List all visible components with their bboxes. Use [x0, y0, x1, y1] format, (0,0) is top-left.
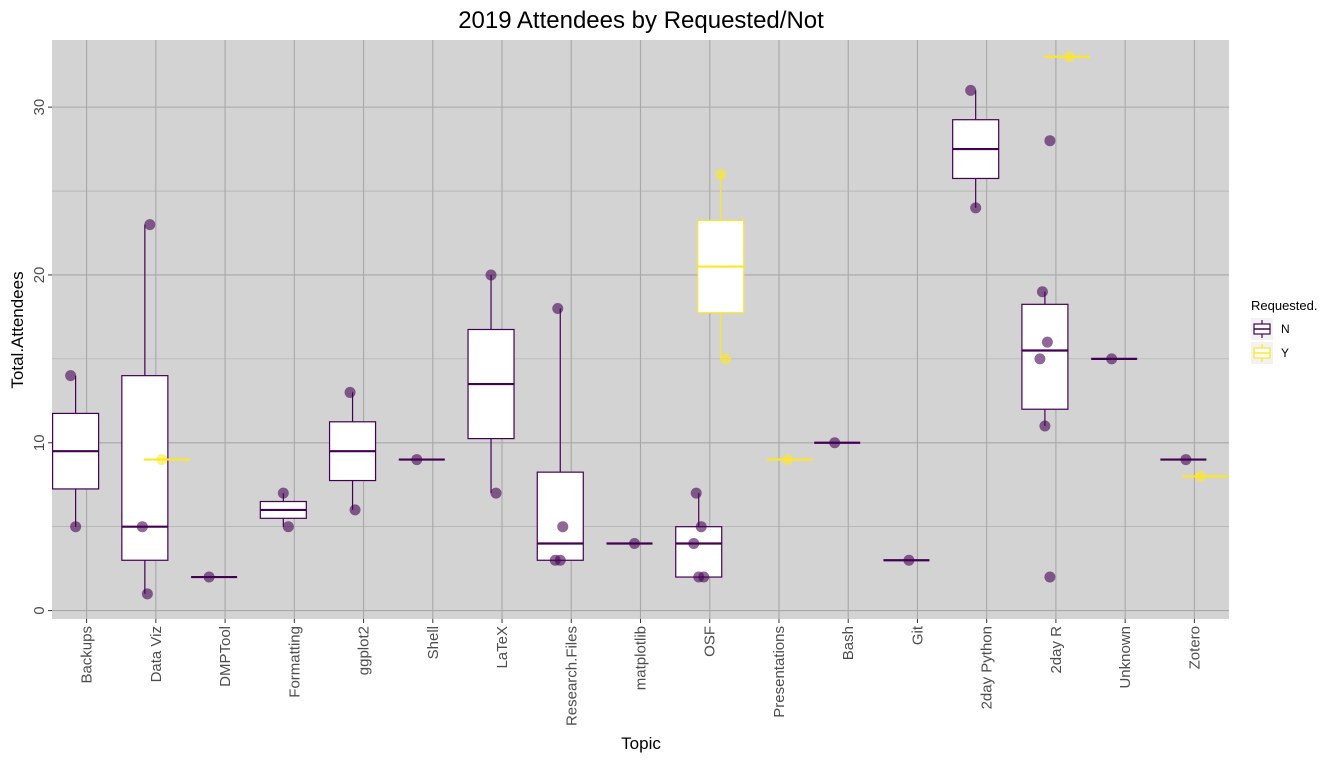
box-layer [52, 55, 1229, 594]
data-point-N [485, 269, 497, 281]
box-body [675, 526, 723, 578]
data-point-N [695, 521, 707, 533]
x-tick-label: Backups [79, 626, 96, 684]
box-N-research-files [536, 308, 584, 561]
y-tick-label: 0 [31, 606, 48, 614]
legend-title: Requested. [1251, 298, 1318, 313]
y-tick-label: 20 [31, 267, 48, 284]
data-point-Y [715, 168, 727, 180]
x-tick-label: matplotlib [633, 626, 650, 690]
data-point-N [1180, 454, 1192, 466]
data-point-N [344, 386, 356, 398]
data-point-N [557, 521, 569, 533]
box-body [121, 375, 169, 561]
legend-label-n: N [1281, 322, 1290, 336]
legend-label-y: Y [1281, 346, 1289, 360]
data-point-N [688, 537, 700, 549]
x-tick-label: 2day R [1048, 626, 1065, 674]
x-tick-label: Git [909, 625, 926, 645]
data-point-Y [720, 353, 732, 365]
box-Y-osf [697, 174, 745, 359]
x-axis-title: Topic [621, 734, 661, 753]
x-tick-label: Unknown [1117, 626, 1134, 689]
point-layer [65, 51, 1206, 600]
x-tick-label: Research.Files [563, 626, 580, 726]
data-point-N [1044, 135, 1056, 147]
x-tick-label: OSF [702, 626, 719, 657]
data-point-N [698, 571, 710, 583]
data-point-N [141, 588, 153, 600]
data-point-N [1041, 336, 1053, 348]
data-point-N [203, 571, 215, 583]
y-axis-title: Total.Attendees [8, 271, 27, 388]
x-tick-label: DMPTool [217, 626, 234, 687]
x-tick-label: Formatting [286, 626, 303, 698]
data-point-N [690, 487, 702, 499]
data-point-N [1036, 286, 1048, 298]
data-point-N [282, 521, 294, 533]
data-point-Y [781, 454, 793, 466]
data-point-N [965, 84, 977, 96]
data-point-Y [156, 454, 168, 466]
data-point-N [136, 521, 148, 533]
data-point-N [349, 504, 361, 516]
data-point-Y [1194, 470, 1206, 482]
data-point-N [903, 554, 915, 566]
box-N-formatting [259, 493, 307, 527]
y-tick-label: 10 [31, 434, 48, 451]
data-point-N [1106, 353, 1118, 365]
legend-key-y [1251, 342, 1273, 364]
data-point-N [629, 537, 640, 549]
data-point-N [144, 219, 156, 231]
box-body [536, 471, 584, 561]
chart-title: 2019 Attendees by Requested/Not [458, 7, 824, 34]
data-point-N [411, 454, 423, 466]
data-point-N [1039, 420, 1051, 432]
y-axis: 0 10 20 30 [31, 99, 52, 615]
data-point-N [970, 202, 982, 214]
x-tick-label: Zotero [1186, 626, 1203, 669]
x-tick-label: LaTeX [494, 626, 511, 669]
data-point-N [490, 487, 502, 499]
data-point-N [1044, 571, 1056, 583]
legend: Requested. NY [1251, 298, 1318, 364]
box-N-latex [467, 274, 515, 494]
x-tick-label: ggplot2 [356, 626, 373, 675]
data-point-N [277, 487, 289, 499]
x-tick-label: Presentations [771, 626, 788, 718]
x-tick-label: Bash [840, 626, 857, 660]
data-point-N [829, 437, 841, 449]
x-tick-label: Data Viz [148, 626, 165, 682]
y-tick-label: 30 [31, 99, 48, 116]
data-point-N [554, 554, 566, 566]
box-N-backups [52, 375, 100, 527]
box-N-2day-python [952, 90, 1000, 208]
legend-key-n [1251, 318, 1273, 340]
x-tick-label: 2day Python [979, 626, 996, 709]
x-axis: Backups Data Viz DMPTool Formatting ggplot2 S… [79, 619, 1203, 726]
data-point-N [552, 303, 564, 315]
data-point-N [1034, 353, 1046, 365]
data-point-Y [1063, 51, 1075, 63]
data-point-N [70, 521, 82, 533]
data-point-N [65, 370, 77, 382]
x-tick-label: Shell [425, 626, 442, 659]
